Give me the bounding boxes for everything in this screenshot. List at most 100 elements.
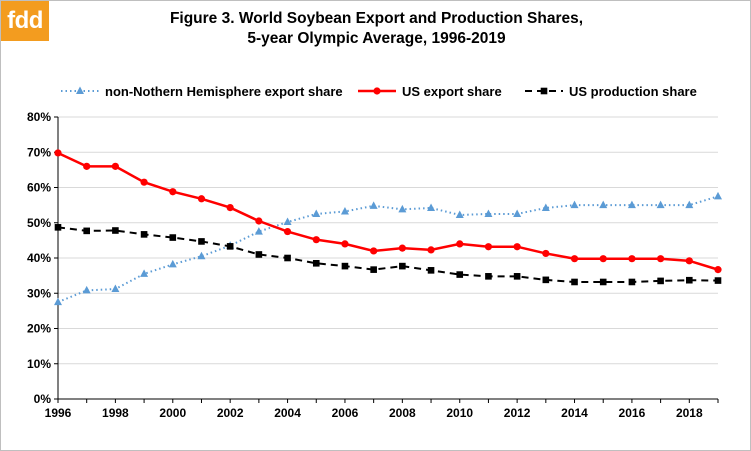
data-point — [714, 191, 722, 200]
data-point — [341, 240, 349, 248]
data-point — [140, 269, 149, 277]
data-point — [656, 200, 665, 209]
data-point — [226, 203, 234, 212]
data-point — [628, 278, 636, 286]
data-point — [82, 285, 91, 294]
data-point — [398, 204, 407, 213]
data-point — [398, 244, 406, 252]
data-point — [599, 278, 607, 286]
x-tick-label: 2004 — [274, 406, 301, 420]
data-point — [657, 255, 665, 263]
data-point — [427, 267, 435, 274]
data-point — [197, 251, 206, 260]
data-point — [341, 262, 349, 270]
series-layer — [54, 149, 722, 306]
data-point — [485, 273, 492, 280]
data-point — [283, 217, 292, 226]
data-point — [542, 276, 550, 284]
x-tick-label: 2016 — [619, 406, 646, 420]
data-point — [571, 278, 578, 286]
data-point — [627, 200, 636, 209]
data-point — [255, 251, 263, 258]
data-point — [370, 266, 377, 273]
chart-title: Figure 3. World Soybean Export and Produ… — [169, 10, 584, 27]
gridlines — [58, 116, 718, 365]
axes: 0% 10% 20% 30% 40% 50% 60% 70% 80% 1996 1998 2000 20… — [27, 110, 719, 420]
y-tick-label: 60% — [27, 181, 51, 195]
x-tick-label: 2014 — [561, 406, 588, 420]
legend: non-Nothern Hemisphere export share US ex… — [61, 84, 697, 99]
y-tick-label: 40% — [27, 251, 51, 265]
y-tick-label: 50% — [27, 216, 51, 230]
data-point — [169, 188, 177, 196]
data-point — [714, 277, 722, 284]
data-point — [283, 227, 292, 236]
data-point — [312, 236, 320, 244]
series-line-1 — [57, 195, 719, 303]
x-tick-label: 1998 — [102, 406, 129, 420]
data-point — [599, 255, 607, 263]
series-line-2 — [57, 151, 719, 271]
data-point — [599, 200, 608, 209]
data-point — [484, 209, 493, 217]
data-point — [456, 240, 464, 248]
data-point — [714, 266, 722, 274]
data-point — [140, 178, 148, 186]
fdd-logo: fdd — [1, 1, 49, 41]
data-point — [198, 238, 205, 245]
legend-marker — [373, 87, 381, 95]
legend-marker — [76, 86, 84, 94]
data-point — [513, 273, 521, 280]
chart-title-block: Figure 3. World Soybean Export and Produ… — [1, 9, 751, 49]
chart-subtitle: 5-year Olympic Average, 1996-2019 — [247, 30, 506, 47]
data-point — [628, 255, 636, 263]
data-point — [312, 259, 320, 267]
data-point — [111, 162, 119, 170]
data-point — [140, 231, 148, 238]
data-point — [427, 203, 436, 211]
x-tick-label: 2008 — [389, 406, 416, 420]
y-tick-label: 70% — [27, 145, 51, 159]
data-point — [657, 277, 664, 285]
x-tick-label: 2000 — [159, 406, 186, 420]
data-point — [168, 259, 177, 268]
data-point — [83, 162, 91, 170]
legend-marker — [540, 87, 548, 95]
data-point — [197, 195, 206, 203]
data-point — [513, 243, 521, 251]
data-point — [570, 200, 579, 209]
data-point — [455, 210, 464, 218]
x-tick-label: 2002 — [217, 406, 244, 420]
y-tick-label: 30% — [27, 286, 51, 300]
data-point — [54, 297, 62, 306]
data-point — [542, 249, 550, 258]
x-tick-label: 1996 — [45, 406, 72, 420]
data-point — [83, 227, 90, 235]
x-tick-label: 2006 — [332, 406, 359, 420]
x-tick-label: 2018 — [676, 406, 703, 420]
y-tick-label: 20% — [27, 322, 51, 336]
data-point — [369, 201, 378, 209]
y-tick-label: 80% — [27, 110, 51, 124]
data-point — [54, 224, 62, 231]
series-line-3 — [57, 226, 719, 283]
x-tick-label: 2010 — [446, 406, 473, 420]
data-point — [685, 257, 693, 265]
data-point — [284, 254, 291, 262]
x-tick-label: 2012 — [504, 406, 531, 420]
y-tick-label: 10% — [27, 357, 51, 371]
data-point — [312, 209, 321, 217]
data-point — [570, 255, 579, 263]
y-tick-label: 0% — [34, 392, 52, 406]
data-point — [686, 276, 693, 284]
data-point — [685, 200, 694, 209]
data-point — [484, 243, 493, 251]
legend-label: US production share — [569, 84, 697, 99]
legend-label: non-Nothern Hemisphere export share — [105, 84, 343, 99]
data-point — [254, 227, 263, 235]
data-point — [427, 246, 435, 254]
data-point — [340, 206, 349, 215]
data-point — [111, 284, 120, 293]
